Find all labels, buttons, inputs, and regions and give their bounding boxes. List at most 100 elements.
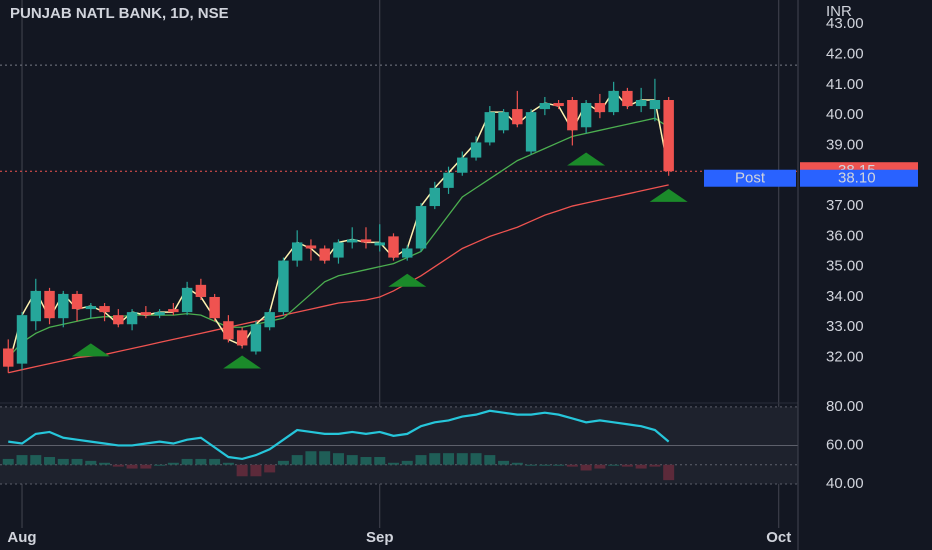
histogram-bar (319, 451, 331, 465)
histogram-bar (360, 457, 372, 465)
histogram-bar (511, 462, 523, 465)
histogram-bar (539, 464, 551, 466)
y-tick-label: 33.00 (826, 318, 864, 335)
candle-body (608, 90, 619, 113)
histogram-bar (429, 453, 441, 465)
histogram-bar (126, 464, 138, 469)
x-tick-label: Oct (766, 529, 791, 546)
candle-body (333, 242, 344, 258)
candle-body (360, 239, 372, 243)
histogram-bar (112, 464, 124, 467)
buy-signal (223, 355, 262, 369)
histogram-bar (2, 458, 14, 465)
histogram-bar (525, 464, 537, 466)
histogram-bar (608, 464, 620, 466)
candle-body (264, 312, 275, 328)
histogram-bar (264, 464, 276, 473)
buy-signal (567, 152, 606, 166)
candle-body (594, 103, 606, 113)
histogram-bar (346, 455, 358, 465)
histogram-bar (401, 460, 413, 465)
y-tick-label: 35.00 (826, 258, 864, 275)
histogram-bar (456, 453, 468, 465)
histogram-bar (71, 458, 83, 465)
histogram-bar (332, 453, 344, 465)
histogram-bar (594, 464, 606, 469)
candle-body (30, 290, 42, 322)
histogram-bar (99, 462, 111, 465)
candle-body (484, 112, 496, 143)
candle-body (553, 103, 564, 107)
moving-average (8, 184, 669, 374)
histogram-bar (167, 462, 179, 465)
candle-body (236, 330, 248, 346)
histogram-bar (649, 464, 661, 467)
buy-signal (649, 188, 688, 202)
buy-signal (388, 273, 427, 287)
rsi-tick-label: 60.00 (826, 436, 864, 453)
candle-body (305, 245, 317, 249)
histogram-bar (277, 460, 289, 465)
y-tick-label: 43.00 (826, 15, 864, 32)
candle-body (346, 239, 358, 243)
price-axis (798, 0, 932, 550)
post-name: Post (735, 170, 766, 187)
histogram-bar (580, 464, 592, 471)
histogram-bar (181, 458, 193, 465)
histogram-bar (85, 460, 97, 465)
candle-body (457, 157, 468, 173)
candle-body (319, 248, 330, 261)
histogram-bar (209, 458, 221, 465)
candle-body (140, 312, 152, 316)
x-tick-label: Sep (366, 529, 394, 546)
candle-body (539, 103, 551, 110)
y-tick-label: 32.00 (826, 349, 864, 366)
histogram-bar (621, 464, 633, 467)
candle-body (99, 306, 110, 313)
candle-body (58, 293, 69, 319)
candle-body (580, 103, 592, 128)
candle-body (181, 287, 193, 313)
histogram-bar (140, 464, 152, 469)
y-tick-label: 34.00 (826, 288, 864, 305)
rsi-tick-label: 40.00 (826, 475, 864, 492)
candle-body (525, 112, 537, 152)
candle-body (443, 172, 454, 188)
histogram-bar (30, 455, 42, 465)
candle-body (250, 324, 262, 352)
histogram-bar (553, 464, 565, 466)
histogram-bar (236, 464, 248, 477)
candle-body (663, 100, 674, 172)
currency: INR (826, 3, 852, 20)
y-tick-label: 41.00 (826, 76, 864, 93)
candle-body (85, 306, 97, 310)
histogram-bar (44, 457, 56, 465)
buy-signal (71, 343, 110, 357)
candle-body (498, 112, 509, 131)
histogram-bar (415, 455, 427, 465)
candle-body (402, 248, 413, 258)
histogram-bar (484, 455, 496, 465)
candle-body (649, 100, 661, 110)
histogram-bar (16, 455, 28, 465)
y-tick-label: 36.00 (826, 227, 864, 244)
x-tick-label: Aug (7, 529, 36, 546)
histogram-bar (443, 453, 455, 465)
candle-body (278, 260, 289, 313)
y-tick-label: 39.00 (826, 136, 864, 153)
candle-body (291, 242, 303, 261)
histogram-bar (57, 458, 69, 465)
histogram-bar (154, 464, 166, 466)
histogram-bar (566, 464, 578, 467)
histogram-bar (635, 464, 647, 469)
candle-body (168, 309, 179, 313)
histogram-bar (305, 451, 317, 465)
candle-body (622, 90, 633, 107)
histogram-bar (387, 462, 399, 465)
post-tag (800, 169, 918, 187)
post-price-label: 38.10 (838, 170, 876, 187)
rsi-tick-label: 80.00 (826, 398, 864, 415)
histogram-bar (374, 457, 386, 465)
candle-body (126, 312, 138, 325)
